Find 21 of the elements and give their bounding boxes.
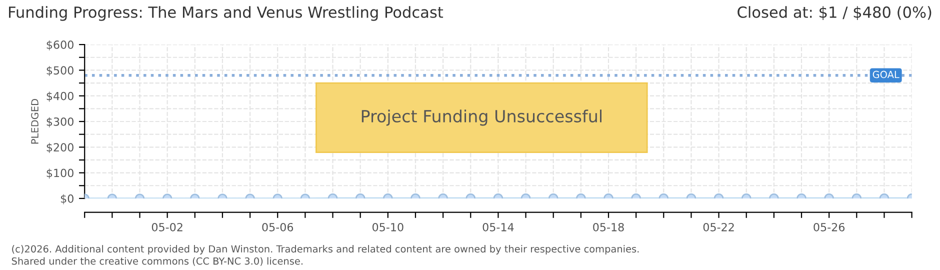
x-tick-label: 05-02 [152,222,182,232]
x-tick-label: 05-14 [482,222,514,232]
chart-subtitle: Closed at: $1 / $480 (0%) [738,6,932,20]
x-tick-label: 05-18 [593,222,624,232]
x-tick-label: 05-10 [372,222,404,232]
y-tick-label: $400 [46,92,74,102]
text: Shared under the creative commons (CC BY-NC 3.0) license. [12,257,302,266]
y-tick-label: $300 [46,117,74,128]
y-tick-label: $0 [60,194,74,204]
y-axis-title: PLEDGED [31,99,38,144]
x-tick-label: 05-06 [262,222,294,232]
text: (c)2026. Additional content provided by Dan Winston. Trademarks and related content are owned by their respective companies. [12,245,639,254]
x-tick-label: 05-22 [703,222,734,232]
y-tick-label: $600 [46,40,74,50]
y-tick-label: $100 [46,168,74,179]
ref-line-label: GOAL [872,70,900,78]
annotation: Project Funding Unsuccessful [362,110,602,126]
x-tick-label: 05-26 [814,222,845,232]
y-tick-label: $500 [46,66,74,76]
y-tick-label: $200 [46,142,74,154]
chart-title: Funding Progress: The Mars and Venus Wrestling Podcast [9,6,444,21]
